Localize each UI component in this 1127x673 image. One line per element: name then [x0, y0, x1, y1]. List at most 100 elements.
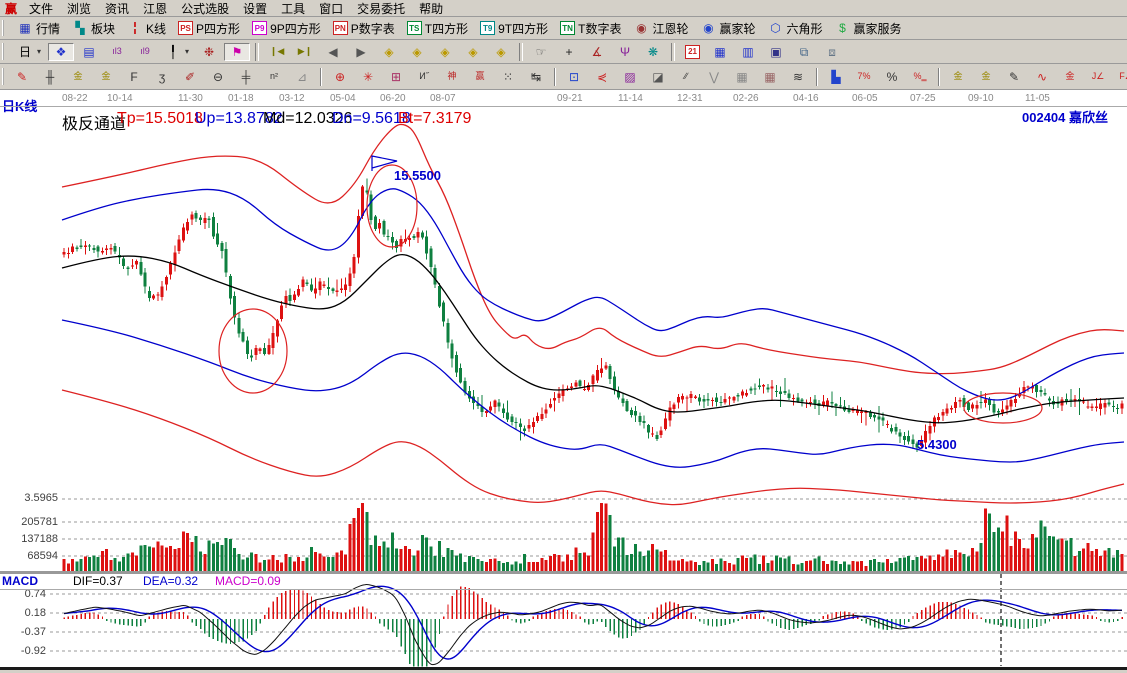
angle-lines-icon[interactable]: ∕∕	[673, 68, 699, 86]
web-net-icon[interactable]: ❋	[640, 43, 666, 61]
retrace-percent-icon[interactable]: 7%	[851, 68, 877, 86]
width-arrows-icon[interactable]: ↹	[523, 68, 549, 86]
n2-ruler-icon[interactable]: n²	[261, 68, 287, 86]
btn-kline[interactable]: ╏ K线	[122, 19, 171, 37]
menu-news[interactable]: 资讯	[105, 1, 130, 16]
p3-chart-icon[interactable]: ıl3	[104, 43, 130, 61]
grid-box-icon[interactable]: ▦	[729, 68, 755, 86]
last-bar-icon[interactable]: ▶❙	[292, 43, 318, 61]
gold-lines-icon[interactable]: 金	[973, 68, 999, 86]
grid-box-arrow-icon[interactable]: ▦	[757, 68, 783, 86]
remote-icon[interactable]: ⧈	[819, 43, 845, 61]
f-grid-icon[interactable]: F	[121, 68, 147, 86]
p9-chart-icon[interactable]: ıl9	[132, 43, 158, 61]
pen-candle-icon[interactable]: ✎	[1001, 68, 1027, 86]
diamond-right-icon[interactable]: ◈	[404, 43, 430, 61]
btn-winner-wheel[interactable]: ◉ 赢家轮	[695, 19, 760, 37]
btn-t-square[interactable]: TS T四方形	[402, 19, 473, 37]
abacus-grid-icon[interactable]: ⁙	[495, 68, 521, 86]
m-wave-icon[interactable]: И˝	[411, 68, 437, 86]
menu-browse[interactable]: 浏览	[67, 1, 92, 16]
percent-line-icon[interactable]: %‗	[907, 68, 933, 86]
gold-underline-icon[interactable]: 金	[1057, 68, 1083, 86]
save-icon[interactable]: ▣	[763, 43, 789, 61]
btn-p-square[interactable]: PS P四方形	[173, 19, 245, 37]
gold-grid2-icon[interactable]: 金	[93, 68, 119, 86]
hand-tool-icon[interactable]: ☞	[528, 43, 554, 61]
angle-j-icon[interactable]: J∠	[1085, 68, 1111, 86]
diamond-left-icon[interactable]: ◈	[376, 43, 402, 61]
target-grid-icon[interactable]: ⊞	[383, 68, 409, 86]
menu-window[interactable]: 窗口	[319, 1, 344, 16]
menu-formula-pick[interactable]: 公式选股	[181, 1, 230, 16]
export-pc-icon[interactable]: ⧉	[791, 43, 817, 61]
fan-lines-icon[interactable]: ⋞	[589, 68, 615, 86]
draw-flag-icon[interactable]: ⚑	[224, 42, 251, 61]
ruler-tool-icon[interactable]: ╫	[37, 68, 63, 86]
period-selector[interactable]: 日 ▾	[12, 43, 46, 61]
fan-box2-icon[interactable]: ◪	[645, 68, 671, 86]
angle-measure-icon[interactable]: ∡	[584, 43, 610, 61]
menu-tools[interactable]: 工具	[281, 1, 306, 16]
candle-style-icon[interactable]: ╿ ▾	[160, 43, 194, 61]
menu-help[interactable]: 帮助	[419, 1, 444, 16]
v-dots-icon[interactable]: ⋁	[701, 68, 727, 86]
note-icon[interactable]: ▥	[735, 43, 761, 61]
btn-9p-square[interactable]: P9 9P四方形	[247, 19, 326, 37]
diamond-h-icon[interactable]: ◈	[432, 43, 458, 61]
target-circle-icon[interactable]: ⊕	[327, 68, 353, 86]
btn-gann-wheel[interactable]: ◉ 江恩轮	[628, 19, 693, 37]
circle-ruler-icon[interactable]: ⊖	[205, 68, 231, 86]
diamond-v-icon[interactable]: ◈	[460, 43, 486, 61]
ying-strike-icon[interactable]: 赢	[467, 68, 493, 86]
menu-trade-order[interactable]: 交易委托	[357, 1, 406, 16]
steps-ruler-icon[interactable]: ▙	[823, 68, 849, 86]
target-star-icon[interactable]: ✳	[355, 68, 381, 86]
plain-ruler-icon[interactable]: ╪	[233, 68, 259, 86]
menu-gann[interactable]: 江恩	[143, 1, 168, 16]
btn-9t-square[interactable]: T9 9T四方形	[475, 19, 553, 37]
btn-t-table[interactable]: TN T数字表	[555, 19, 626, 37]
first-bar-icon[interactable]: ❙◀	[264, 43, 290, 61]
bow-grid-icon[interactable]: ʒ	[149, 68, 175, 86]
calendar-icon[interactable]: 21	[680, 43, 705, 61]
box-ruler-icon[interactable]: ⊡	[561, 68, 587, 86]
wave-box-icon[interactable]: ∿	[1029, 68, 1055, 86]
prev-bar-icon[interactable]: ◀	[320, 43, 346, 61]
btn-winner-service[interactable]: $ 赢家服务	[830, 19, 907, 37]
menu-settings[interactable]: 设置	[243, 1, 268, 16]
matrix-icon[interactable]: ▦	[707, 43, 733, 61]
parallel-lines-icon[interactable]: ≋	[785, 68, 811, 86]
candle-style-icon-dropdown-arrow[interactable]: ▾	[185, 47, 190, 56]
crosshair-icon[interactable]: +	[556, 43, 582, 61]
btn-p-table[interactable]: PN P数字表	[328, 19, 400, 37]
crosshair-icon-glyph: +	[565, 44, 573, 59]
channel-md-value: Md=12.0326	[263, 110, 353, 127]
btn-sectors[interactable]: ▚ 板块	[67, 19, 120, 37]
pattern-view-icon[interactable]: ❖	[48, 42, 75, 61]
toolbar-grip[interactable]	[2, 20, 7, 36]
btn-hexagon[interactable]: ⬡ 六角形	[763, 19, 828, 37]
shen-grid-icon[interactable]: 神	[439, 68, 465, 86]
angle-f-icon[interactable]: F∠	[1113, 68, 1127, 86]
pen-ruler-icon[interactable]: ✐	[177, 68, 203, 86]
gold-circle-icon[interactable]: 金	[945, 68, 971, 86]
diamond-center-icon[interactable]: ◈	[488, 43, 514, 61]
knot-icon[interactable]: ❉	[196, 43, 222, 61]
flag-ruler-icon[interactable]: ⊿	[289, 68, 315, 86]
period-selector-dropdown-arrow[interactable]: ▾	[37, 47, 42, 56]
pen-tool-icon[interactable]: ✎	[9, 68, 35, 86]
gann-draw-icon[interactable]: Ψ	[612, 43, 638, 61]
wave-box-icon-glyph: ∿	[1036, 69, 1048, 84]
next-bar-icon[interactable]: ▶	[348, 43, 374, 61]
toolbar-grip[interactable]	[2, 67, 4, 86]
btn-winner-service-label: 赢家服务	[853, 21, 902, 36]
gold-grid-icon[interactable]: 金	[65, 68, 91, 86]
chart-canvas[interactable]: 15.5500 5.4300	[0, 90, 1127, 673]
menu-file[interactable]: 文件	[29, 1, 54, 16]
fan-box-icon[interactable]: ▨	[617, 68, 643, 86]
btn-quotes[interactable]: ▦ 行情	[12, 19, 65, 37]
toolbar-grip[interactable]	[2, 43, 7, 60]
percent-icon[interactable]: %	[879, 68, 905, 86]
info-doc-icon[interactable]: ▤	[76, 43, 102, 61]
